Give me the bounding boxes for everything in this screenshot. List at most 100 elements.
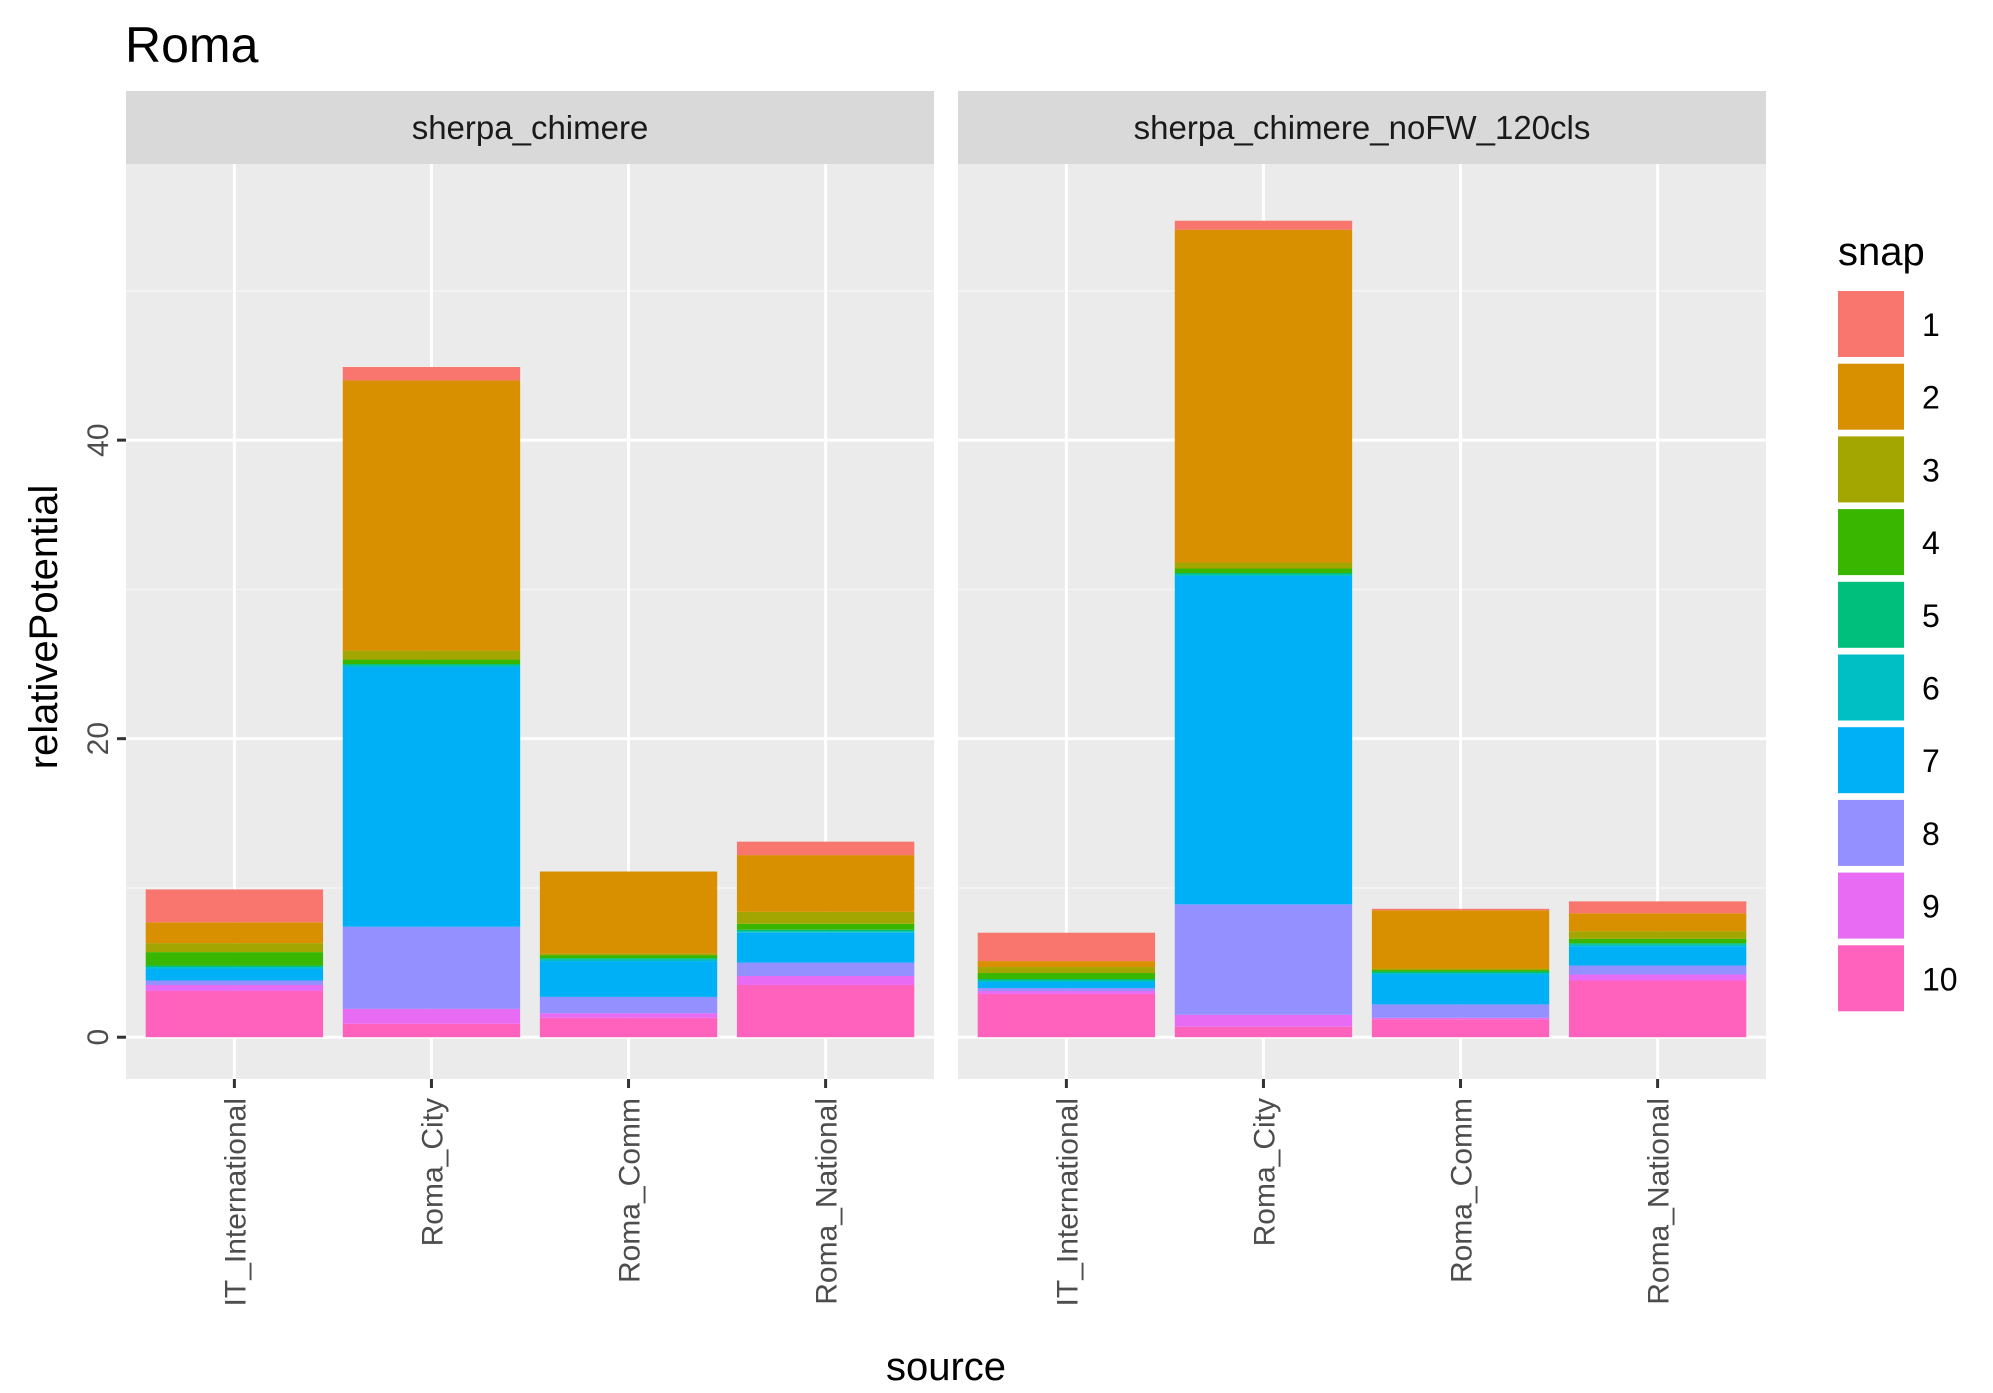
bar-segment-snap-2 <box>1568 913 1747 932</box>
bar-segment-snap-4 <box>736 923 915 930</box>
bar-segment-snap-2 <box>145 922 324 944</box>
bar-segment-snap-5 <box>1568 943 1747 945</box>
bar-segment-snap-7 <box>342 667 521 927</box>
legend-label-4: 4 <box>1922 525 1940 561</box>
bar-segment-snap-3 <box>145 943 324 953</box>
legend-key-4 <box>1838 509 1904 576</box>
bar-segment-snap-6 <box>342 665 521 668</box>
bar-segment-snap-3 <box>539 953 718 956</box>
legend-label-5: 5 <box>1922 598 1940 634</box>
bar-segment-snap-1 <box>1568 901 1747 914</box>
legend-key-2 <box>1838 363 1904 430</box>
bar-segment-snap-4 <box>1568 938 1747 944</box>
facet-strip-label: sherpa_chimere_noFW_120cls <box>1134 109 1591 146</box>
bar-segment-snap-5 <box>736 929 915 932</box>
bar-segment-snap-3 <box>342 650 521 660</box>
facet-strip <box>958 91 1766 164</box>
bar-segment-snap-10 <box>1568 980 1747 1038</box>
bar-segment-snap-6 <box>539 959 718 962</box>
legend-key-5 <box>1838 581 1904 648</box>
bar-segment-snap-2 <box>1174 229 1353 563</box>
bar-segment-snap-7 <box>977 981 1156 988</box>
facet-panel-1: sherpa_chimere IT_International Roma_City R… <box>126 91 934 1306</box>
x-axis-title: source <box>886 1345 1006 1389</box>
bar-segment-snap-3 <box>1174 562 1353 569</box>
legend-key-3 <box>1838 436 1904 503</box>
facet-panels: sherpa_chimere IT_International Roma_City R… <box>82 91 1766 1306</box>
bar-segment-snap-3 <box>1371 968 1550 971</box>
bar-segment-snap-5 <box>1371 971 1550 974</box>
bar-segment-snap-9 <box>1568 974 1747 981</box>
y-axis: 0 20 40 <box>82 423 126 1046</box>
legend-label-2: 2 <box>1922 380 1940 416</box>
bar-segment-snap-10 <box>977 993 1156 1038</box>
bar-segment-snap-2 <box>342 380 521 651</box>
legend-label-3: 3 <box>1922 452 1940 488</box>
y-tick-label: 20 <box>82 722 115 755</box>
y-tick-label: 40 <box>82 423 115 456</box>
x-tick-label: Roma_National <box>811 1098 844 1305</box>
bar-segment-snap-1 <box>1174 220 1353 230</box>
legend-label-8: 8 <box>1922 816 1940 852</box>
legend-label-10: 10 <box>1922 961 1958 997</box>
bar-segment-snap-1 <box>342 367 521 381</box>
bar-segment-snap-7 <box>1568 946 1747 966</box>
bar-segment-snap-1 <box>145 889 324 923</box>
bar-segment-snap-8 <box>1174 904 1353 1015</box>
legend-key-8 <box>1838 799 1904 866</box>
bar-segment-snap-7 <box>539 961 718 997</box>
facet-strip-label: sherpa_chimere <box>412 109 649 146</box>
legend-key-6 <box>1838 654 1904 721</box>
bar-segment-snap-9 <box>1174 1014 1353 1027</box>
bar-segment-snap-10 <box>145 990 324 1038</box>
bar-segment-snap-9 <box>539 1013 718 1018</box>
x-tick-label: Roma_Comm <box>614 1098 647 1283</box>
y-axis-title: relativePotential <box>22 485 66 770</box>
facet-strip <box>126 91 934 164</box>
bar-segment-snap-2 <box>1371 910 1550 969</box>
bar-segment-snap-7 <box>736 932 915 963</box>
bar-segment-snap-4 <box>145 952 324 966</box>
bar-segment-snap-8 <box>1371 1004 1550 1018</box>
bar-segment-snap-1 <box>736 841 915 856</box>
facet-panel-2: sherpa_chimere_noFW_120cls IT_Internation… <box>958 91 1766 1306</box>
bar-segment-snap-9 <box>977 990 1156 994</box>
bar-segment-snap-3 <box>1568 931 1747 939</box>
bar-segment-snap-6 <box>1174 574 1353 576</box>
bar-segment-snap-5 <box>342 664 521 666</box>
bar-segment-snap-7 <box>1371 974 1550 1005</box>
y-tick-label: 0 <box>82 1029 115 1046</box>
bar-segment-snap-7 <box>145 968 324 981</box>
legend-label-7: 7 <box>1922 743 1940 779</box>
legend-label-9: 9 <box>1922 889 1940 925</box>
x-tick-label: Roma_Comm <box>1446 1098 1479 1283</box>
bar-segment-snap-9 <box>342 1008 521 1024</box>
legend-key-1 <box>1838 291 1904 357</box>
legend-key-9 <box>1838 872 1904 939</box>
bar-segment-snap-8 <box>539 996 718 1014</box>
bar-segment-snap-6 <box>1568 944 1747 947</box>
bar-segment-snap-10 <box>736 984 915 1038</box>
bar-segment-snap-10 <box>1371 1019 1550 1038</box>
bar-segment-snap-6 <box>1371 973 1550 975</box>
bar-segment-snap-10 <box>539 1017 718 1038</box>
bar-segment-snap-4 <box>977 973 1156 979</box>
bar-segment-snap-8 <box>145 980 324 985</box>
bar-segment-snap-9 <box>1371 1017 1550 1020</box>
bar-segment-snap-1 <box>1371 908 1550 911</box>
x-tick-label: Roma_National <box>1643 1098 1676 1305</box>
bar-segment-snap-8 <box>342 926 521 1009</box>
bar-segment-snap-7 <box>1174 575 1353 905</box>
bar-segment-snap-6 <box>145 967 324 969</box>
legend-key-7 <box>1838 727 1904 794</box>
legend-title: snap <box>1838 230 1925 274</box>
bar-segment-snap-5 <box>145 965 324 968</box>
x-tick-label: IT_International <box>1051 1098 1084 1306</box>
bar-segment-snap-9 <box>736 976 915 985</box>
bar-segment-snap-5 <box>1174 572 1353 575</box>
bar-segment-snap-4 <box>539 955 718 959</box>
bar-segment-snap-8 <box>977 987 1156 991</box>
bar-segment-snap-5 <box>539 958 718 960</box>
bar-segment-snap-3 <box>736 911 915 924</box>
bar-segment-snap-4 <box>342 659 521 665</box>
